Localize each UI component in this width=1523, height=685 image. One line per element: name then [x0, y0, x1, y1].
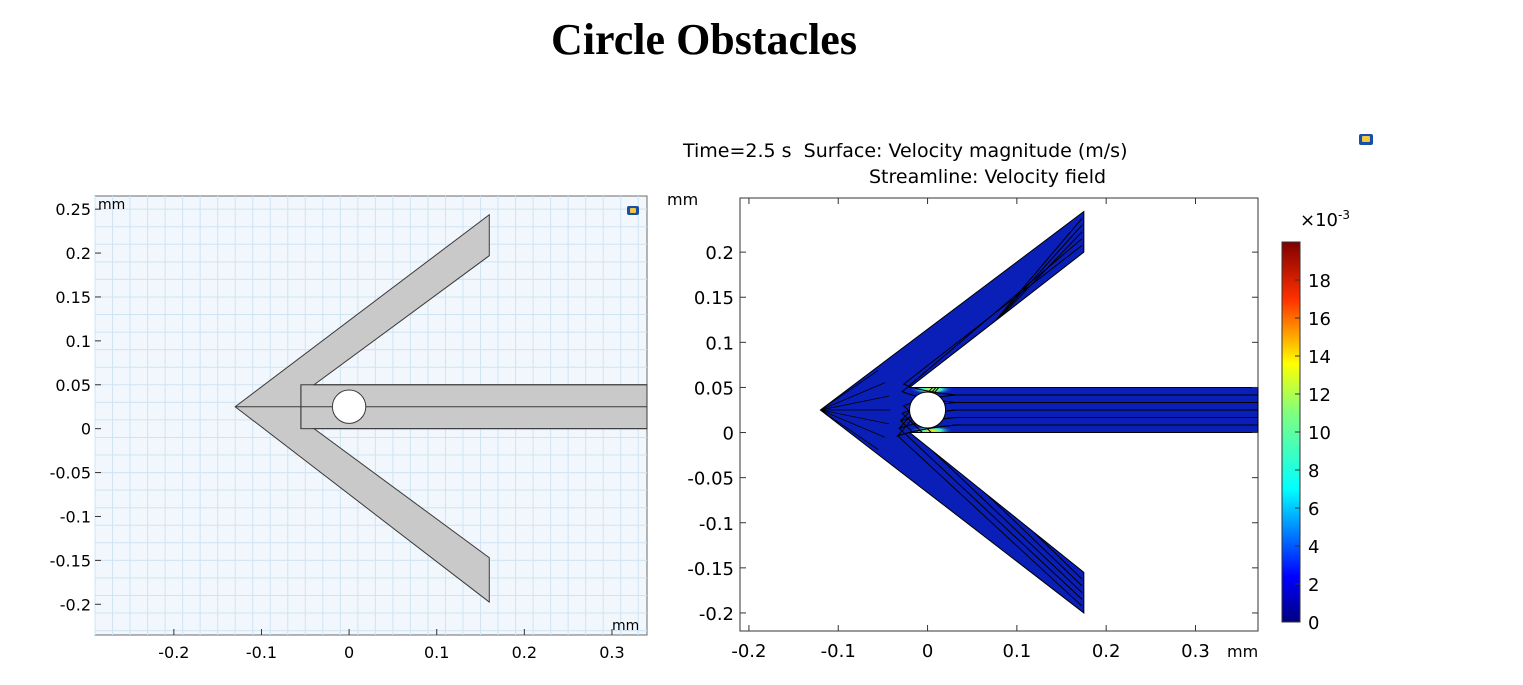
geometry-unit-label-top: mm: [98, 197, 125, 213]
velocity-field: [820, 211, 1258, 613]
colorbar-tick-label: 6: [1308, 499, 1319, 520]
y-tick-label: 0.15: [694, 288, 734, 309]
y-tick-label: -0.1: [60, 507, 91, 526]
camera-icon[interactable]: [1359, 134, 1373, 145]
y-tick-label: 0.1: [66, 332, 91, 351]
colorbar-tick-label: 10: [1308, 423, 1331, 444]
streamline: [820, 409, 879, 450]
velocity-y-unit-label: mm: [667, 190, 698, 209]
y-tick-label: 0.1: [705, 333, 734, 354]
y-tick-label: 0.05: [694, 378, 734, 399]
colorbar-tick-label: 2: [1308, 575, 1319, 596]
y-tick-label: 0: [723, 424, 734, 445]
geometry-panel: 0.25 0.2 0.15 0.1 0.05 0 -0.05 -0.1 -0.15 -0.2 -0…: [50, 195, 648, 662]
velocity-x-axis: -0.2 -0.1 0 0.1 0.2 0.3: [731, 198, 1210, 662]
y-tick-label: -0.15: [50, 551, 91, 570]
circle-obstacle: [909, 391, 947, 429]
streamline: [820, 395, 890, 411]
y-tick-label: 0.25: [55, 200, 91, 219]
velocity-panel: Time=2.5 s Surface: Velocity magnitude (…: [667, 134, 1373, 662]
velocity-x-unit-label: mm: [1227, 642, 1258, 661]
y-tick-label: -0.2: [699, 604, 734, 625]
colorbar-tick-label: 0: [1308, 613, 1319, 634]
x-tick-label: 0.1: [1003, 641, 1032, 662]
x-tick-label: 0.3: [1181, 641, 1210, 662]
x-tick-label: 0: [922, 641, 933, 662]
x-tick-label: 0.2: [512, 643, 537, 662]
streamline: [820, 409, 886, 438]
y-tick-label: 0: [81, 420, 91, 439]
channel-outline: [300, 384, 648, 430]
y-tick-label: 0.15: [55, 288, 91, 307]
y-tick-label: 0.2: [66, 244, 91, 263]
streamline: [820, 370, 879, 411]
x-tick-label: -0.1: [821, 641, 856, 662]
x-tick-label: -0.2: [158, 643, 189, 662]
velocity-y-axis: 0.2 0.15 0.1 0.05 0 -0.05 -0.1 -0.15 -0.2: [687, 243, 1258, 625]
colorbar-tick-label: 16: [1308, 309, 1331, 330]
colorbar-ticks: 0 2 4 6 8 10 12 14 16 18: [1295, 271, 1331, 634]
x-tick-label: -0.2: [731, 641, 766, 662]
colorbar-tick-label: 12: [1308, 385, 1331, 406]
geometry-x-axis: -0.2 -0.1 0 0.1 0.2 0.3: [158, 629, 625, 662]
velocity-domain-outline: [819, 210, 1259, 614]
y-tick-label: -0.1: [699, 514, 734, 535]
camera-icon[interactable]: [627, 206, 639, 215]
colorbar-tick-label: 14: [1308, 347, 1331, 368]
page-title: Circle Obstacles: [551, 15, 857, 64]
x-tick-label: 0.3: [599, 643, 624, 662]
colorbar-tick-label: 18: [1308, 271, 1331, 292]
colorbar-exponent: ×10-3: [1300, 208, 1350, 231]
streamline: [820, 382, 886, 411]
x-tick-label: -0.1: [246, 643, 277, 662]
colorbar-tick-label: 4: [1308, 537, 1319, 558]
y-tick-label: -0.15: [687, 559, 734, 580]
y-tick-label: -0.05: [50, 464, 91, 483]
streamline: [820, 409, 890, 425]
geometry-unit-label-bottom: mm: [612, 618, 639, 634]
geometry-y-axis: 0.25 0.2 0.15 0.1 0.05 0 -0.05 -0.1 -0.15 -0.2: [50, 200, 101, 614]
y-tick-label: 0.05: [55, 376, 91, 395]
x-tick-label: 0: [344, 643, 354, 662]
x-tick-label: 0.1: [424, 643, 449, 662]
x-tick-label: 0.2: [1092, 641, 1121, 662]
y-tick-label: -0.2: [60, 595, 91, 614]
y-tick-label: 0.2: [705, 243, 734, 264]
colorbar: ×10-3 0 2 4 6 8 10 12 14 16 18: [1281, 208, 1350, 634]
plot-title-line1: Time=2.5 s Surface: Velocity magnitude (…: [682, 140, 1128, 162]
circle-obstacle: [331, 389, 367, 424]
colorbar-tick-label: 8: [1308, 461, 1319, 482]
y-tick-label: -0.05: [687, 469, 734, 490]
plot-title-line2: Streamline: Velocity field: [869, 166, 1106, 188]
